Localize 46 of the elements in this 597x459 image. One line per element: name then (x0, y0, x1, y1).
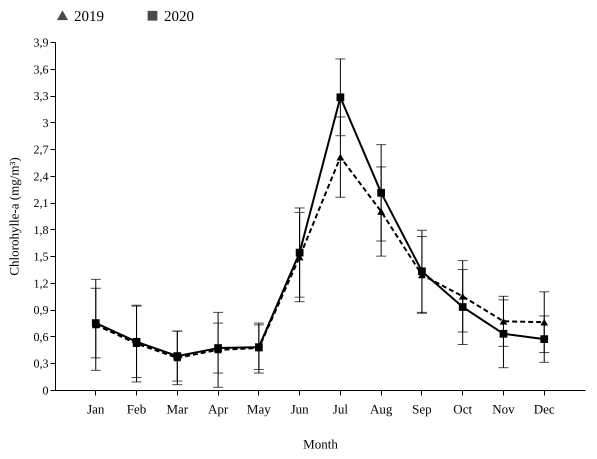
y-tick-label: 0,6 (34, 330, 48, 344)
x-tick-label: Aug (370, 402, 393, 416)
point (458, 303, 467, 311)
y-tick-label: 3 (42, 116, 48, 130)
point (500, 318, 508, 325)
x-tick-label: Oct (453, 402, 472, 416)
x-tick-label: Nov (492, 402, 516, 416)
point (132, 338, 140, 346)
x-axis-title: Month (303, 436, 338, 452)
y-tick-label: 1,5 (34, 250, 48, 264)
y-tick-label: 0,3 (34, 356, 48, 371)
x-tick-label: Dec (534, 402, 555, 416)
y-axis-title: Chlorohylle-a (mg/m³) (6, 157, 22, 276)
point (173, 352, 182, 360)
point (500, 330, 508, 338)
x-tick-label: Jun (290, 402, 310, 416)
point (296, 248, 304, 256)
y-tick-label: 0,9 (34, 303, 48, 318)
y-tick-label: 2,4 (34, 169, 48, 184)
point (540, 318, 548, 326)
x-tick-label: Jul (332, 402, 348, 416)
point (377, 208, 386, 215)
y-tick-label: 0 (42, 384, 48, 398)
legend-label: 2019 (74, 8, 104, 25)
point (418, 267, 426, 276)
x-tick-label: Jan (87, 402, 105, 416)
point (336, 154, 344, 160)
point (92, 319, 100, 327)
point (336, 93, 344, 102)
point (214, 344, 222, 352)
x-tick-label: Feb (126, 402, 146, 416)
x-tick-label: Apr (208, 402, 229, 416)
y-tick-label: 3,3 (34, 89, 48, 104)
x-tick-label: Mar (166, 402, 189, 416)
y-tick-label: 3,6 (34, 62, 48, 76)
point (377, 188, 386, 197)
x-tick-label: May (246, 402, 272, 416)
point (458, 292, 467, 300)
y-tick-label: 1,2 (34, 276, 48, 290)
point (540, 335, 548, 344)
y-tick-label: 1,8 (34, 222, 48, 237)
y-tick-label: 2,7 (34, 142, 48, 157)
y-tick-label: 3,9 (34, 36, 48, 50)
legend-label: 2020 (164, 8, 194, 25)
x-tick-label: Sep (412, 402, 432, 416)
y-tick-label: 2,1 (34, 196, 48, 210)
